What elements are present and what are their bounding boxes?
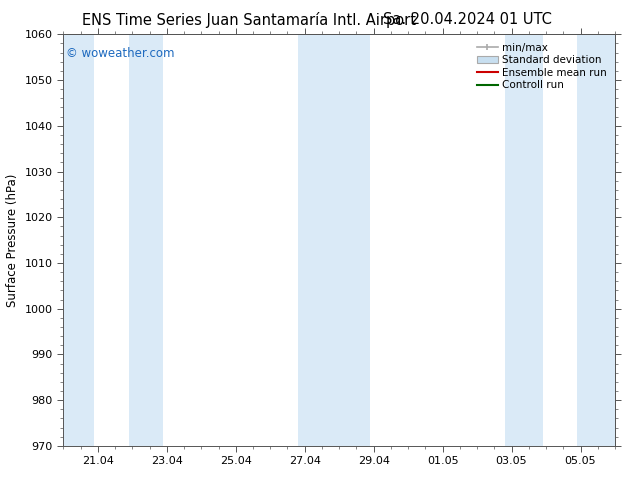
Bar [129,34,164,446]
Legend: min/max, Standard deviation, Ensemble mean run, Controll run: min/max, Standard deviation, Ensemble me… [474,40,610,94]
Text: ENS Time Series Juan Santamaría Intl. Airport: ENS Time Series Juan Santamaría Intl. Ai… [82,12,417,28]
Bar [577,34,615,446]
Bar [505,34,543,446]
Bar [298,34,370,446]
Text: Sa. 20.04.2024 01 UTC: Sa. 20.04.2024 01 UTC [383,12,552,27]
Y-axis label: Surface Pressure (hPa): Surface Pressure (hPa) [6,173,19,307]
Text: © woweather.com: © woweather.com [66,47,174,60]
Bar [63,34,94,446]
